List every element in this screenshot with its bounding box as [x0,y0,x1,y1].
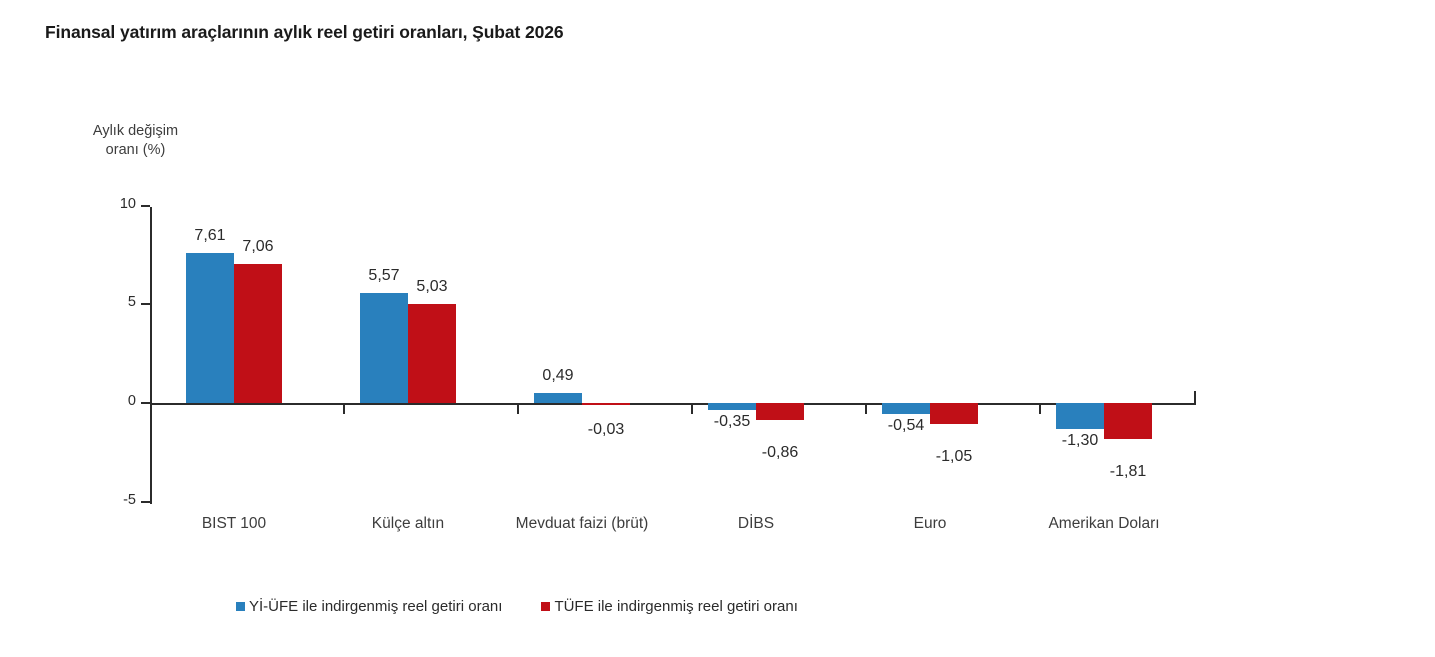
value-label-tufe-6: -1,81 [1109,462,1147,480]
chart-legend: Yİ-ÜFE ile indirgenmiş reel getiri oranı… [236,598,798,615]
bar-ufe-3[interactable] [534,393,582,403]
y-axis-tick [141,303,150,306]
x-axis-tick [865,405,867,414]
legend-swatch-icon-tufe [541,602,551,611]
x-axis-tick [691,405,693,414]
x-axis-category-label-4: DİBS [737,515,775,532]
value-label-tufe-4: -0,86 [761,443,799,461]
y-axis-tick [141,204,150,207]
x-axis-category-label-5: Euro [913,515,947,532]
x-axis-tick [517,405,519,414]
bar-tufe-1[interactable] [234,263,282,403]
y-axis-tick-label: 5 [127,294,136,311]
x-axis-category-label-3: Mevduat faizi (brüt) [515,515,649,532]
x-axis-category-label-6: Amerikan Doları [1048,515,1160,532]
x-axis-tick [1039,405,1041,414]
value-label-ufe-5: -0,54 [887,416,925,434]
value-label-ufe-1: 7,61 [194,226,226,244]
bar-ufe-2[interactable] [360,292,408,403]
x-axis-end-tick [1194,391,1196,404]
bar-ufe-5[interactable] [882,403,930,414]
bar-tufe-2[interactable] [408,303,456,403]
value-label-tufe-1: 7,06 [242,237,274,255]
bar-tufe-4[interactable] [756,403,804,420]
x-axis-category-label-2: Külçe altın [371,515,445,532]
y-axis-tick-label: 10 [119,195,136,212]
x-axis-zero-line [150,403,1196,405]
legend-item-ufe[interactable]: Yİ-ÜFE ile indirgenmiş reel getiri oranı [236,598,502,615]
value-label-tufe-5: -1,05 [935,447,973,465]
x-axis-category-label-1: BIST 100 [201,515,267,532]
value-label-tufe-3: -0,03 [587,421,625,438]
bar-tufe-6[interactable] [1104,403,1152,439]
y-axis-tick-label: -5 [123,491,136,508]
y-axis-line [150,207,152,504]
value-label-tufe-2: 5,03 [416,277,448,295]
value-label-ufe-2: 5,57 [368,266,400,284]
legend-swatch-icon-ufe [236,602,245,611]
y-axis-tick-label: 0 [127,393,136,409]
legend-label-tufe: TÜFE ile indirgenmiş reel getiri oranı [554,598,798,615]
y-axis-tick [141,500,150,503]
bar-ufe-6[interactable] [1056,403,1104,429]
value-label-ufe-4: -0,35 [713,412,751,430]
x-axis-tick [343,405,345,414]
y-axis-title-line-1: Aylık değişim [92,123,179,139]
legend-item-tufe[interactable]: TÜFE ile indirgenmiş reel getiri oranı [541,598,798,615]
value-label-ufe-6: -1,30 [1061,431,1099,449]
y-axis-title: Aylık değişim oranı (%) [68,122,203,160]
bar-tufe-3[interactable] [582,403,630,405]
value-label-ufe-3: 0,49 [542,367,574,385]
page-title: Finansal yatırım araçlarının aylık reel … [45,22,564,42]
y-axis-title-line-2: oranı (%) [105,142,166,158]
legend-label-ufe: Yİ-ÜFE ile indirgenmiş reel getiri oranı [249,598,503,615]
bar-tufe-5[interactable] [930,403,978,424]
bar-ufe-1[interactable] [186,252,234,403]
y-axis-tick [141,402,150,404]
bar-ufe-4[interactable] [708,403,756,410]
